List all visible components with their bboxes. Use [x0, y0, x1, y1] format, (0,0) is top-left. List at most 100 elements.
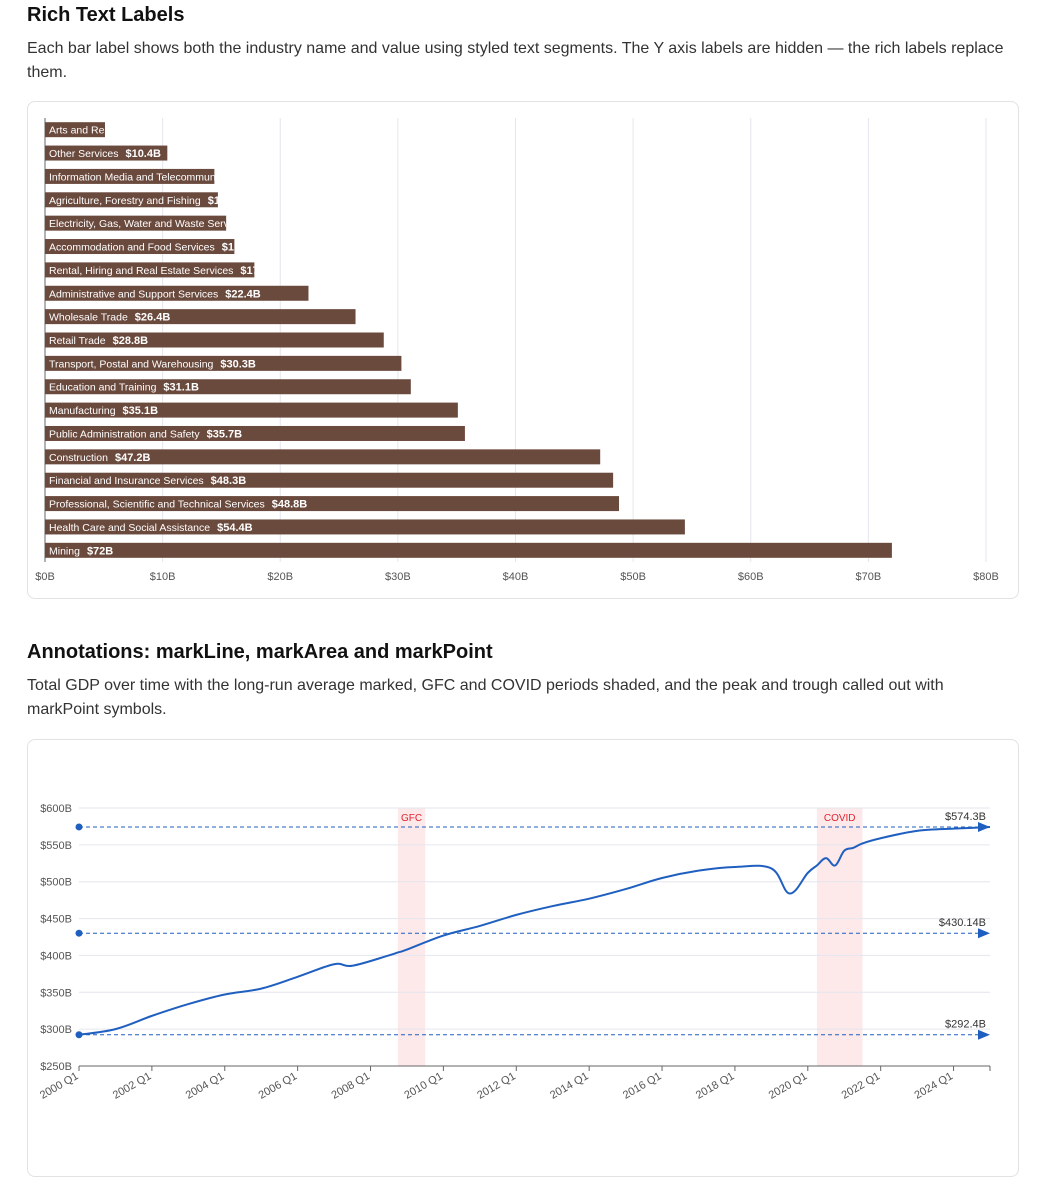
line-chart-card: GFC COVID $250B $300B $350B $400B $450B $500B $5…	[27, 739, 1019, 1177]
bar-label-text: Arts and Recreation Services $5.1B	[49, 125, 221, 137]
bar-label-value: $31.1B	[163, 382, 199, 394]
x-tick-label: $10B	[150, 571, 176, 583]
mark-line-label: $292.4B	[945, 1019, 986, 1031]
y-tick-label: $400B	[40, 950, 72, 962]
bar-chart: $0B $10B $20B $30B $40B $50B $60B $70B $80B Minin…	[35, 118, 999, 583]
bar-label-value: $35.1B	[123, 405, 159, 417]
bar-label-name: Public Administration and Safety	[49, 428, 200, 440]
bar-label-name: Financial and Insurance Services	[49, 475, 204, 487]
bar-label-name: Mining	[49, 545, 80, 557]
x-tick-label: $40B	[503, 571, 529, 583]
bar-label-value: $22.4B	[225, 288, 261, 300]
bar-label: Public Administration and Safety $35.7B	[49, 428, 242, 440]
y-tick-label: $500B	[40, 877, 72, 889]
y-tick-label: $550B	[40, 840, 72, 852]
bar-chart-card: $0B $10B $20B $30B $40B $50B $60B $70B $80B Minin…	[27, 101, 1019, 599]
bar-label-text: Public Administration and Safety $35.7B	[49, 428, 242, 440]
bar-label-name: Rental, Hiring and Real Estate Services	[49, 265, 233, 277]
x-tick-label: $30B	[385, 571, 411, 583]
bar-label: Administrative and Support Services $22.4…	[49, 288, 261, 300]
bar-label: Rental, Hiring and Real Estate Services $…	[49, 265, 276, 277]
bar-label: Mining $72B	[49, 545, 113, 557]
section-title: Rich Text Labels	[27, 4, 185, 26]
bar	[45, 262, 255, 278]
bar-label-text: Education and Training $31.1B	[49, 382, 199, 394]
x-tick-label: $80B	[973, 571, 999, 583]
mark-line-arrow	[978, 928, 990, 939]
bar-label-value: $72B	[87, 545, 113, 557]
bar-label-value: $30.3B	[220, 358, 256, 370]
bar-label-value: $14.4B	[258, 171, 294, 183]
bar-label-value: $16.1B	[222, 242, 258, 254]
y-tick-label: $600B	[40, 803, 72, 815]
bar-label-value: $14.7B	[208, 195, 244, 207]
x-tick-label: 2000 Q1	[38, 1070, 81, 1101]
section-description: Each bar label shows both the industry n…	[27, 40, 1004, 81]
bar-label-text: Electricity, Gas, Water and Waste Servic…	[49, 218, 290, 230]
bar-label-text: Manufacturing $35.1B	[49, 405, 158, 417]
mark-area	[816, 808, 863, 1066]
mark-area-label: COVID	[824, 813, 856, 824]
x-tick-label: 2020 Q1	[767, 1070, 810, 1101]
bar-label-value: $26.4B	[135, 312, 171, 324]
x-tick-label: 2014 Q1	[548, 1070, 591, 1101]
annotations-section: Annotations: markLine, markArea and mark…	[27, 641, 1019, 722]
bar-label-value: $5.1B	[192, 125, 221, 137]
bar-label-name: Transport, Postal and Warehousing	[49, 358, 214, 370]
bar-label-value: $17.8B	[240, 265, 276, 277]
bar-label-text: Mining $72B	[49, 545, 113, 557]
bar-label: Wholesale Trade $26.4B	[49, 312, 170, 324]
bar-label-text: Other Services $10.4B	[49, 148, 161, 160]
bar-label-text: Financial and Insurance Services $48.3B	[49, 475, 246, 487]
bar-label: Education and Training $31.1B	[49, 382, 199, 394]
y-tick-label: $300B	[40, 1024, 72, 1036]
bar	[45, 425, 465, 441]
bar	[45, 402, 458, 418]
bar-label-name: Health Care and Social Assistance	[49, 522, 210, 534]
mark-line-start	[75, 823, 83, 831]
bar-label-text: Retail Trade $28.8B	[49, 335, 148, 347]
x-tick-label: 2022 Q1	[840, 1070, 883, 1101]
bar	[45, 145, 168, 161]
bar-label-text: Rental, Hiring and Real Estate Services $…	[49, 265, 276, 277]
x-tick-label: 2008 Q1	[329, 1070, 372, 1101]
bar-label: Health Care and Social Assistance $54.4B	[49, 522, 253, 534]
bar-label: Financial and Insurance Services $48.3B	[49, 475, 246, 487]
y-tick-label: $450B	[40, 914, 72, 926]
gdp-series-line	[78, 825, 991, 1036]
bar-label-value: $28.8B	[113, 335, 149, 347]
bar-label: Information Media and Telecommunications…	[49, 171, 294, 183]
mark-area	[397, 808, 426, 1066]
x-tick-label: 2012 Q1	[475, 1070, 518, 1101]
x-tick-label: 2016 Q1	[621, 1070, 664, 1101]
x-tick-label: $50B	[620, 571, 646, 583]
bar	[45, 519, 685, 535]
rich-text-section: Rich Text Labels Each bar label shows bo…	[27, 4, 1019, 85]
bar-label-value: $15.4B	[255, 218, 291, 230]
bar	[45, 332, 384, 348]
bar	[45, 542, 892, 558]
bar-label-text: Accommodation and Food Services $16.1B	[49, 242, 257, 254]
bar-label-text: Information Media and Telecommunications…	[49, 171, 294, 183]
bar	[45, 239, 235, 255]
bar-label-name: Construction	[49, 452, 108, 464]
bar-label: Construction $47.2B	[49, 452, 150, 464]
bar	[45, 215, 227, 231]
bar-label-name: Other Services	[49, 148, 118, 160]
bar-label-name: Information Media and Telecommunications	[49, 171, 251, 183]
bar-label-value: $48.8B	[272, 499, 308, 511]
bar-label-name: Agriculture, Forestry and Fishing	[49, 195, 201, 207]
bar-label: Electricity, Gas, Water and Waste Servic…	[49, 218, 290, 230]
bar	[45, 168, 215, 184]
bar	[45, 285, 309, 301]
bar-label: Other Services $10.4B	[49, 148, 161, 160]
bar-label-name: Professional, Scientific and Technical S…	[49, 499, 265, 511]
mark-line-label: $574.3B	[945, 811, 986, 823]
bar-label-name: Wholesale Trade	[49, 312, 128, 324]
bar	[45, 192, 218, 208]
bar	[45, 379, 411, 395]
bar-label: Arts and Recreation Services $5.1B	[49, 125, 221, 137]
bar	[45, 496, 620, 512]
bar-label: Agriculture, Forestry and Fishing $14.7B	[49, 195, 243, 207]
bar-label-text: Agriculture, Forestry and Fishing $14.7B	[49, 195, 243, 207]
